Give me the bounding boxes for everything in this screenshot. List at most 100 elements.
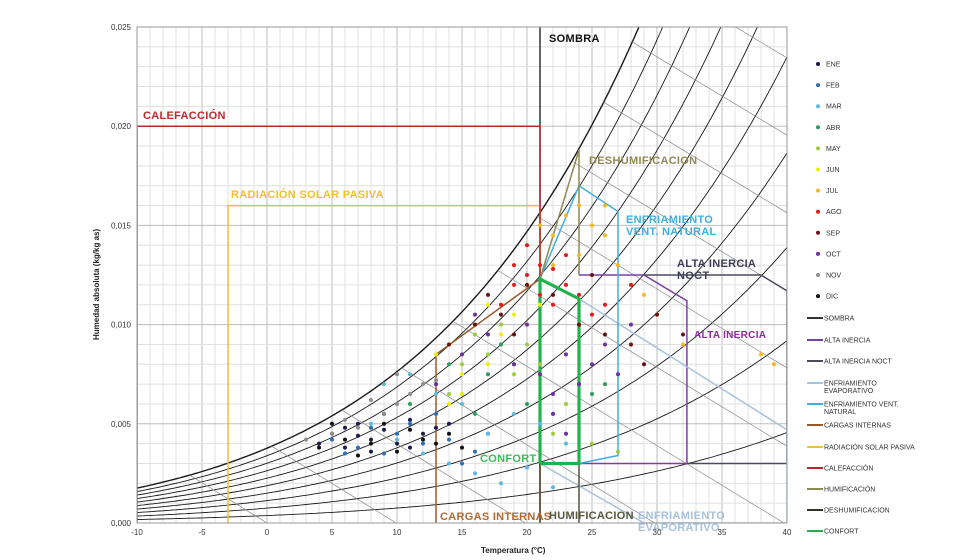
label-noct-1: ALTA INERCIA [677, 258, 756, 270]
point-ago [603, 302, 607, 307]
point-abr [486, 372, 490, 377]
point-ene [356, 433, 360, 438]
point-ago [512, 282, 516, 287]
point-nov [434, 378, 438, 383]
point-mar [538, 421, 542, 426]
relative-humidity-curve [137, 27, 664, 493]
point-nov [369, 397, 373, 402]
point-jul [681, 342, 685, 347]
legend-label: CONFORT [824, 529, 859, 536]
point-ene [343, 425, 347, 430]
enthalpy-line [401, 367, 655, 523]
point-sep [551, 292, 555, 297]
legend-marker-ago [816, 209, 820, 214]
point-sep [447, 342, 451, 347]
relative-humidity-curve [137, 27, 758, 503]
zone-alta-inercia [579, 274, 688, 465]
point-jul [759, 352, 763, 357]
zone-labels: SOMBRA CALEFACCIÓN RADIACIÓN SOLAR PASIV… [143, 33, 766, 534]
point-sep [629, 342, 633, 347]
point-oct [629, 322, 633, 327]
x-tick-label: -5 [198, 528, 206, 537]
point-may [473, 332, 477, 337]
point-mar [499, 481, 503, 486]
x-tick-label: 15 [458, 528, 467, 537]
point-ago [629, 282, 633, 287]
point-dic [408, 427, 412, 432]
zone-deshumificacion [539, 149, 580, 280]
legend-marker-feb [816, 83, 820, 88]
label-alta-inercia: ALTA INERCIA [694, 330, 766, 341]
enthalpy-line [603, 101, 787, 214]
point-nov [382, 411, 386, 416]
point-mar [486, 431, 490, 436]
point-dic [330, 421, 334, 426]
point-ene [421, 431, 425, 436]
legend-marker-may [816, 146, 820, 151]
point-oct [564, 431, 568, 436]
point-sep [512, 332, 516, 337]
x-tick-label: -10 [131, 528, 143, 537]
legend-label: AGO [826, 209, 842, 216]
data-points [304, 203, 776, 490]
point-dic [382, 421, 386, 426]
point-dic [317, 445, 321, 450]
point-oct [512, 362, 516, 367]
point-sep [525, 282, 529, 287]
point-feb [395, 431, 399, 436]
label-radiacion: RADIACIÓN SOLAR PASIVA [231, 188, 384, 201]
point-may [499, 322, 503, 327]
point-ago [577, 292, 581, 297]
point-sep [642, 362, 646, 367]
point-sep [603, 332, 607, 337]
point-mar [473, 471, 477, 476]
point-nov [343, 417, 347, 422]
point-oct [577, 382, 581, 387]
point-jun [538, 302, 542, 307]
enthalpy-line [271, 445, 397, 523]
point-oct [538, 372, 542, 377]
point-mar [564, 441, 568, 446]
point-abr [499, 342, 503, 347]
legend-label: NATURAL [824, 409, 856, 416]
legend-label: CALEFACCIÓN [824, 464, 873, 473]
point-jul [603, 203, 607, 208]
point-dic [356, 453, 360, 458]
legend-label: ENE [826, 62, 841, 69]
point-oct [486, 332, 490, 337]
point-jul [616, 263, 620, 268]
point-feb [460, 461, 464, 466]
label-sombra: SOMBRA [549, 33, 600, 45]
y-tick-label: 0,000 [111, 519, 132, 528]
legend-label: ALTA INERCIA NOCT [824, 359, 893, 366]
point-ago [538, 292, 542, 297]
point-nov [304, 437, 308, 442]
point-feb [343, 451, 347, 456]
legend-label: FEB [826, 83, 840, 90]
label-enf-vent-1: ENFRIAMIENTO [626, 214, 713, 226]
point-ago [551, 267, 555, 272]
point-feb [330, 437, 334, 442]
point-ago [551, 302, 555, 307]
point-sep [473, 322, 477, 327]
zone-alta-inercia-noct [644, 274, 787, 465]
point-ago [564, 282, 568, 287]
point-abr [447, 362, 451, 367]
x-tick-label: 40 [783, 528, 792, 537]
point-feb [421, 441, 425, 446]
point-oct [551, 392, 555, 397]
point-jul [603, 233, 607, 238]
point-ago [525, 273, 529, 277]
point-mar [408, 372, 412, 377]
point-dic [343, 437, 347, 442]
relative-humidity-curve [137, 432, 787, 520]
point-jul [538, 223, 542, 228]
point-feb [473, 449, 477, 454]
x-tick-label: 30 [653, 528, 662, 537]
label-evap-2: EVAPORATIVO [638, 522, 720, 534]
zone-confort [538, 276, 581, 466]
point-ago [564, 253, 568, 258]
point-may [590, 441, 594, 446]
point-sep [655, 312, 659, 317]
